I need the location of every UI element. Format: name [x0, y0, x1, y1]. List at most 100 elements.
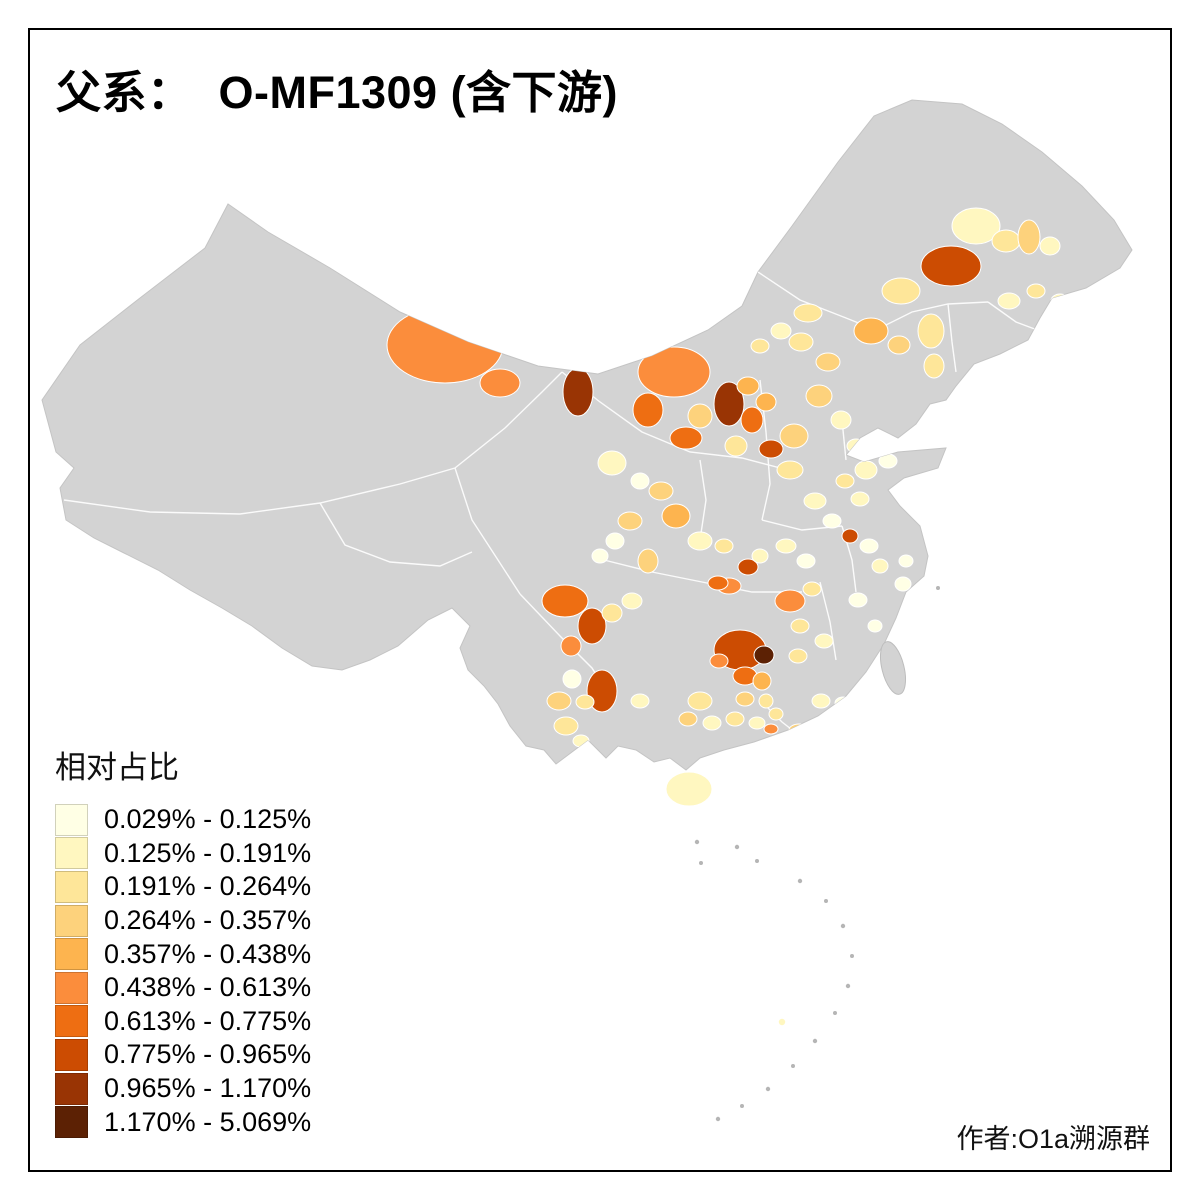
map-region — [859, 538, 879, 554]
map-region — [591, 548, 609, 564]
map-region — [748, 716, 766, 730]
map-region — [1017, 219, 1041, 255]
colored-islet — [778, 1018, 786, 1026]
map-region — [991, 229, 1021, 253]
legend-swatch — [55, 870, 88, 903]
china-mainland-shape — [41, 99, 1133, 771]
map-region — [479, 368, 521, 398]
map-region — [386, 306, 504, 384]
map-region — [758, 439, 784, 459]
map-region — [707, 575, 729, 591]
legend-label: 0.029% - 0.125% — [104, 804, 312, 835]
map-region — [835, 473, 855, 489]
author-credit: 作者:O1a溯源群 — [956, 1124, 1150, 1154]
map-region — [898, 554, 914, 568]
map-region — [788, 723, 810, 737]
map-region — [763, 723, 779, 735]
map-region — [770, 322, 792, 340]
legend-item: 0.438% - 0.613% — [55, 971, 311, 1005]
map-region — [572, 734, 590, 748]
map-region — [575, 694, 595, 710]
map-region — [709, 653, 729, 669]
map-region — [871, 558, 889, 574]
map-region — [669, 426, 703, 450]
map-region — [997, 292, 1021, 310]
map-region — [951, 207, 1001, 245]
legend-label: 0.438% - 0.613% — [104, 972, 312, 1003]
map-region — [597, 450, 627, 476]
map-region — [621, 592, 643, 610]
legend-label: 1.170% - 5.069% — [104, 1106, 312, 1137]
map-region — [637, 548, 659, 574]
map-region — [661, 503, 691, 529]
map-region — [637, 346, 711, 398]
map-region — [735, 691, 755, 707]
legend-swatch — [55, 938, 88, 971]
map-region — [848, 592, 868, 608]
legend-swatch — [55, 803, 88, 836]
hainan-island — [665, 771, 713, 807]
map-region — [917, 313, 945, 349]
map-region — [560, 635, 582, 657]
map-region — [702, 715, 722, 731]
map-region — [541, 584, 589, 618]
legend-item: 0.965% - 1.170% — [55, 1072, 311, 1106]
map-region — [752, 671, 772, 691]
map-region — [750, 338, 770, 354]
map-region — [853, 317, 889, 345]
map-region — [814, 633, 834, 649]
legend-item: 0.775% - 0.965% — [55, 1038, 311, 1072]
map-region — [815, 352, 841, 372]
map-region — [751, 548, 769, 564]
map-region — [678, 711, 698, 727]
south-china-sea-islands — [694, 586, 940, 1122]
map-region — [736, 376, 760, 396]
map-region — [803, 492, 827, 510]
legend-label: 0.613% - 0.775% — [104, 1005, 312, 1036]
legend-label: 0.125% - 0.191% — [104, 837, 312, 868]
map-region — [586, 669, 618, 713]
map-region — [775, 538, 797, 554]
legend-title: 相对占比 — [55, 750, 179, 785]
map-region — [577, 607, 607, 645]
legend-swatch — [55, 904, 88, 937]
map-region — [687, 403, 713, 429]
map-region — [802, 581, 822, 597]
legend-swatch — [55, 1072, 88, 1105]
map-region — [1039, 236, 1061, 256]
map-region — [788, 648, 808, 664]
legend-label: 0.775% - 0.965% — [104, 1039, 312, 1070]
map-region — [725, 711, 745, 727]
map-region — [755, 392, 777, 412]
map-region — [881, 277, 921, 305]
page-title: 父系： O-MF1309 (含下游) — [56, 67, 619, 118]
map-region — [740, 406, 764, 434]
map-region — [724, 435, 748, 457]
map-region — [630, 693, 650, 709]
map-region — [753, 645, 775, 665]
map-region — [834, 696, 852, 710]
map-region — [1026, 283, 1046, 299]
map-region — [687, 691, 713, 711]
legend-item: 1.170% - 5.069% — [55, 1105, 311, 1139]
map-region — [562, 367, 594, 417]
map-region — [878, 453, 898, 469]
map-region — [562, 669, 582, 689]
map-region — [796, 553, 816, 569]
map-region — [779, 423, 809, 449]
legend-items: 0.029% - 0.125% 0.125% - 0.191% 0.191% - 0… — [55, 803, 311, 1139]
map-region — [776, 460, 804, 480]
map-region — [758, 693, 774, 709]
map-region — [854, 460, 878, 480]
map-region — [830, 410, 852, 430]
legend-label: 0.357% - 0.438% — [104, 938, 312, 969]
map-region — [687, 531, 713, 551]
map-region — [714, 538, 734, 554]
map-region — [601, 603, 623, 623]
legend-item: 0.264% - 0.357% — [55, 904, 311, 938]
legend-label: 0.264% - 0.357% — [104, 905, 312, 936]
map-region — [894, 576, 912, 592]
map-region — [713, 381, 745, 427]
